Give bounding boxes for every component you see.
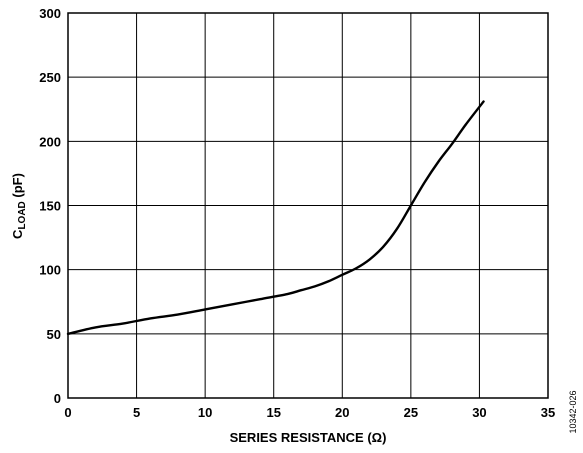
series-group	[66, 100, 485, 336]
x-tick-label: 25	[404, 405, 418, 420]
x-tick-label: 30	[472, 405, 486, 420]
y-axis-label: CLOAD (pF)	[10, 173, 28, 239]
y-tick-label: 100	[39, 263, 61, 278]
y-axis-label-main: C	[10, 229, 25, 239]
y-axis-label-subscript: LOAD	[17, 201, 28, 229]
x-tick-label: 0	[64, 405, 71, 420]
x-axis-label: SERIES RESISTANCE (Ω)	[230, 430, 387, 445]
plot-frame	[67, 12, 549, 399]
y-tick-label: 300	[39, 6, 61, 21]
y-tick-label: 50	[47, 327, 61, 342]
x-tick-label: 5	[133, 405, 140, 420]
x-tick-labels: 0 5 10 15 20 25 30 35	[64, 405, 555, 420]
x-tick-label: 35	[541, 405, 555, 420]
y-axis-label-unit: (pF)	[10, 173, 25, 201]
x-tick-label: 15	[266, 405, 280, 420]
y-tick-label: 150	[39, 199, 61, 214]
y-tick-label: 0	[54, 391, 61, 406]
y-tick-label: 250	[39, 70, 61, 85]
y-tick-labels: 0 50 100 150 200 250 300	[39, 6, 61, 406]
x-tick-label: 10	[198, 405, 212, 420]
figure-id: 10342-026	[568, 390, 578, 433]
series-line	[66, 100, 485, 336]
x-tick-label: 20	[335, 405, 349, 420]
y-tick-label: 200	[39, 134, 61, 149]
